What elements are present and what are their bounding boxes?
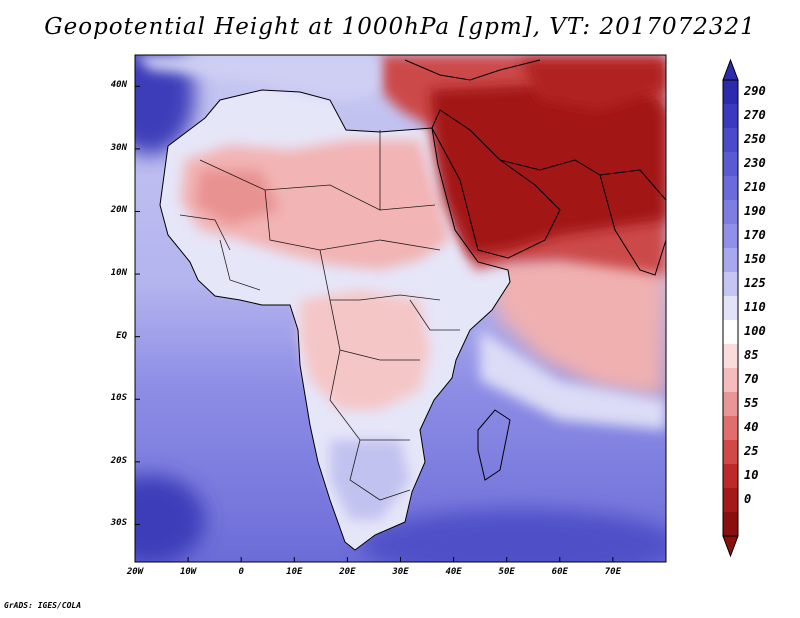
- coastlines: [159, 59, 666, 551]
- colorbar-label: 190: [744, 204, 766, 218]
- colorbar-segment: [723, 176, 738, 201]
- x-tick-label: 30E: [392, 567, 409, 577]
- x-tick-label: 20W: [126, 567, 144, 577]
- colorbar-label: 70: [744, 372, 759, 386]
- country-borders: [179, 130, 460, 501]
- y-tick-label: 30N: [110, 142, 127, 153]
- colorbar-segment: [723, 296, 738, 321]
- colorbar-segment: [723, 440, 738, 465]
- colorbar-label: 230: [744, 156, 766, 170]
- colorbar-segment: [723, 272, 738, 297]
- y-tick-label: EQ: [116, 330, 127, 341]
- colorbar-label: 210: [744, 180, 766, 194]
- x-tick-label: 0: [238, 567, 244, 577]
- map-title: Geopotential Height at 1000hPa [gpm], VT…: [44, 14, 756, 40]
- y-tick-marks: [135, 85, 140, 525]
- colorbar-label: 10: [744, 468, 759, 482]
- colorbar-segment: [723, 248, 738, 273]
- indian-ocean-neutral: [480, 330, 666, 430]
- x-tick-label: 10W: [179, 567, 197, 577]
- y-tick-label: 10S: [110, 393, 127, 404]
- colorbar-segment: [723, 80, 738, 105]
- grads-credit: GrADS: IGES/COLA: [4, 601, 82, 610]
- x-tick-label: 20E: [339, 567, 356, 577]
- colorbar-label: 250: [744, 132, 766, 146]
- colorbar-segment: [723, 224, 738, 249]
- x-tick-label: 50E: [498, 567, 515, 577]
- colorbar-segment: [723, 488, 738, 513]
- y-tick-label: 20N: [110, 205, 127, 216]
- deep-low-sw: [135, 475, 205, 562]
- colorbar-label: 150: [744, 252, 766, 266]
- colorbar-segment: [723, 416, 738, 441]
- colorbar: [722, 58, 739, 558]
- colorbar-segment: [723, 320, 738, 345]
- x-tick-label: 70E: [604, 567, 622, 577]
- colorbar-label: 0: [744, 492, 752, 506]
- colorbar-segment: [723, 392, 738, 417]
- colorbar-segment: [723, 152, 738, 177]
- x-tick-label: 40E: [445, 567, 462, 577]
- colorbar-segment: [723, 128, 738, 153]
- colorbar-label: 100: [744, 324, 766, 338]
- colorbar-label: 110: [744, 300, 766, 314]
- colorbar-segment: [723, 464, 738, 489]
- mediterranean-field: [135, 55, 380, 100]
- colorbar-max-arrow: [722, 58, 739, 81]
- deep-low-south: [360, 510, 666, 562]
- colorbar-label: 270: [744, 108, 766, 122]
- colorbar-label: 170: [744, 228, 766, 242]
- x-tick-label: 10E: [286, 567, 303, 577]
- colorbar-label: 25: [744, 444, 759, 458]
- colorbar-segment: [723, 200, 738, 225]
- colorbar-label: 290: [744, 84, 766, 98]
- colorbar-segment: [723, 368, 738, 393]
- iran-low: [520, 60, 666, 110]
- colorbar-min-arrow: [722, 535, 739, 558]
- south-africa-high: [330, 440, 410, 520]
- y-tick-label: 40N: [110, 80, 127, 91]
- map-field: [135, 55, 666, 562]
- colorbar-label: 125: [744, 276, 766, 290]
- x-tick-label: 60E: [551, 567, 568, 577]
- colorbar-label: 85: [744, 348, 759, 362]
- deep-low-nw: [135, 55, 195, 155]
- colorbar-label: 40: [744, 420, 759, 434]
- central-africa-warm: [300, 290, 430, 410]
- y-tick-label: 20S: [110, 455, 127, 466]
- x-tick-marks: [134, 557, 614, 562]
- y-tick-label: 10N: [110, 268, 127, 279]
- indian-ocean-warm: [480, 240, 666, 400]
- colorbar-segment: [723, 104, 738, 129]
- colorbar-frame: [722, 79, 739, 537]
- colorbar-label: 55: [744, 396, 759, 410]
- colorbar-segment: [723, 344, 738, 369]
- colorbar-segment: [723, 512, 738, 537]
- y-tick-label: 30S: [110, 518, 127, 529]
- west-sahara-low: [195, 170, 280, 225]
